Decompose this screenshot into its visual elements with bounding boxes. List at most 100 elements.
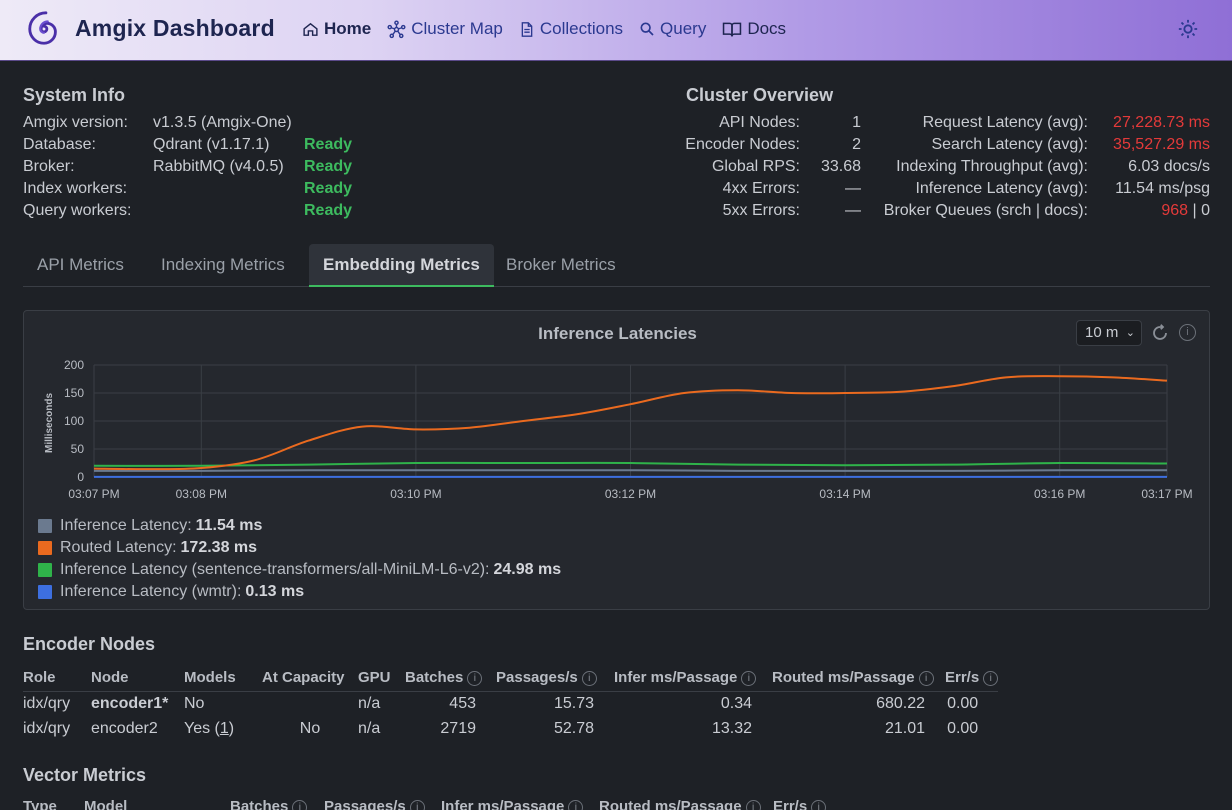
nav-collections[interactable]: Collections	[519, 19, 623, 39]
cluster-label: API Nodes:	[719, 114, 800, 131]
cluster-value: —	[845, 202, 861, 219]
legend-item[interactable]: Inference Latency: 11.54 ms	[38, 515, 561, 537]
legend-item[interactable]: Inference Latency (sentence-transformers…	[38, 559, 561, 581]
legend-label: Inference Latency (sentence-transformers…	[60, 561, 490, 578]
time-range-select[interactable]: 10 m ⌄	[1076, 320, 1142, 346]
models-count-link[interactable]: 1	[219, 719, 229, 737]
cluster-metric-value: 11.54 ms/psg	[1115, 180, 1210, 197]
cluster-label: Global RPS:	[711, 158, 800, 175]
cluster-metric-label: Search Latency (avg):	[931, 136, 1088, 153]
nav-home[interactable]: Home	[302, 19, 371, 39]
column-header-label: Infer ms/Passage	[614, 668, 738, 686]
table-cell	[262, 691, 358, 716]
info-icon[interactable]: i	[568, 800, 584, 810]
column-header-label: GPU	[358, 668, 391, 686]
column-header-label: Batches	[405, 668, 464, 686]
tab-embedding-metrics[interactable]: Embedding Metrics	[309, 244, 494, 287]
column-header: Batches i	[405, 664, 496, 692]
sysinfo-label: Database:	[23, 136, 96, 153]
models-value: No	[184, 694, 205, 712]
vector-column-label: Batches	[230, 798, 289, 810]
legend-label: Inference Latency:	[60, 517, 192, 534]
column-header: Passages/s i	[496, 664, 614, 692]
sysinfo-value: v1.3.5 (Amgix-One)	[153, 114, 292, 131]
x-tick-label: 03:07 PM	[68, 487, 119, 501]
cluster-metric-label: Inference Latency (avg):	[915, 180, 1088, 197]
vector-column-header: Passages/s i	[324, 798, 425, 810]
info-icon[interactable]: i	[741, 670, 757, 686]
vector-column-header: Batches i	[230, 798, 308, 810]
book-icon	[723, 22, 742, 37]
vector-metrics-title: Vector Metrics	[23, 765, 147, 785]
table-cell: idx/qry	[23, 694, 71, 712]
main-nav: Home Cluster Map Collections Query Docs	[302, 19, 802, 39]
y-tick-label: 150	[64, 386, 84, 400]
legend-swatch	[38, 541, 52, 555]
refresh-icon[interactable]	[1151, 324, 1169, 342]
table-cell: n/a	[358, 719, 381, 737]
cluster-value: —	[845, 180, 861, 197]
sun-icon[interactable]	[1177, 18, 1199, 40]
table-cell: 0.00	[947, 719, 979, 737]
info-icon[interactable]: i	[811, 800, 827, 810]
time-range-value: 10 m	[1085, 324, 1119, 341]
legend-item[interactable]: Inference Latency (wmtr): 0.13 ms	[38, 581, 561, 603]
column-header: Node	[91, 664, 184, 692]
chevron-down-icon: ⌄	[1125, 327, 1135, 339]
info-icon[interactable]: i	[581, 670, 597, 686]
tab-api-metrics[interactable]: API Metrics	[37, 255, 124, 274]
legend-swatch	[38, 519, 52, 533]
cluster-metric-value: 35,527.29 ms	[1113, 136, 1210, 153]
vector-column-label: Model	[84, 798, 128, 810]
cluster-value: 33.68	[820, 158, 861, 175]
sysinfo-label: Index workers:	[23, 180, 128, 197]
table-cell: idx/qry	[23, 719, 71, 737]
table-cell: 453	[449, 694, 476, 712]
table-cell: 680.22	[876, 694, 925, 712]
table-cell: 15.73	[553, 694, 594, 712]
vector-column-label: Err/s	[773, 798, 808, 810]
table-cell: 0.00	[947, 694, 979, 712]
table-row: idx/qry encoder1* No n/a 453 15.73 0.34 680.22 0…	[23, 691, 998, 716]
nav-query[interactable]: Query	[639, 19, 706, 39]
system-info-title: System Info	[23, 85, 126, 105]
info-icon[interactable]: i	[409, 800, 425, 810]
vector-column-label: Infer ms/Passage	[441, 798, 565, 810]
column-header: Routed ms/Passage i	[772, 664, 945, 692]
home-icon	[303, 22, 318, 36]
table-cell: encoder1*	[91, 694, 169, 712]
cluster-metric-label: Indexing Throughput (avg):	[896, 158, 1088, 175]
top-bar: Amgix Dashboard Home Cluster Map Collect…	[0, 0, 1232, 61]
spiral-logo-icon[interactable]	[25, 10, 63, 48]
cluster-metric-label: Broker Queues (srch | docs):	[883, 202, 1088, 219]
cluster-overview-title: Cluster Overview	[686, 85, 834, 105]
table-cell: Yes (1)	[184, 716, 262, 741]
info-icon[interactable]: i	[745, 800, 761, 810]
column-header-label: Role	[23, 668, 56, 686]
cluster-label: Encoder Nodes:	[685, 136, 800, 153]
legend-item[interactable]: Routed Latency: 172.38 ms	[38, 537, 561, 559]
sysinfo-label: Amgix version:	[23, 114, 128, 131]
y-tick-label: 0	[77, 470, 84, 484]
nav-cluster-map[interactable]: Cluster Map	[387, 19, 503, 39]
info-icon[interactable]: i	[467, 670, 483, 686]
cluster-label: 5xx Errors:	[722, 202, 800, 219]
chart-title: Inference Latencies	[538, 324, 697, 343]
table-header-row: Role Node Models At Capacity GPU Batches i Pass…	[23, 664, 999, 692]
nav-docs-label: Docs	[747, 19, 787, 38]
nav-docs[interactable]: Docs	[722, 19, 786, 39]
column-header: Err/s i	[945, 664, 999, 692]
table-cell: 2719	[440, 719, 476, 737]
info-icon[interactable]: i	[1179, 324, 1196, 341]
info-icon[interactable]: i	[292, 800, 308, 810]
app-title[interactable]: Amgix Dashboard	[75, 15, 275, 41]
cluster-value: 2	[852, 136, 861, 153]
column-header: Infer ms/Passage i	[614, 664, 772, 692]
tab-broker-metrics[interactable]: Broker Metrics	[506, 255, 616, 274]
info-icon[interactable]: i	[918, 670, 934, 686]
status-ready: Ready	[304, 158, 353, 175]
tab-indexing-metrics[interactable]: Indexing Metrics	[161, 255, 285, 274]
info-icon[interactable]: i	[983, 670, 999, 686]
status-ready: Ready	[304, 180, 353, 197]
status-ready: Ready	[304, 202, 353, 219]
